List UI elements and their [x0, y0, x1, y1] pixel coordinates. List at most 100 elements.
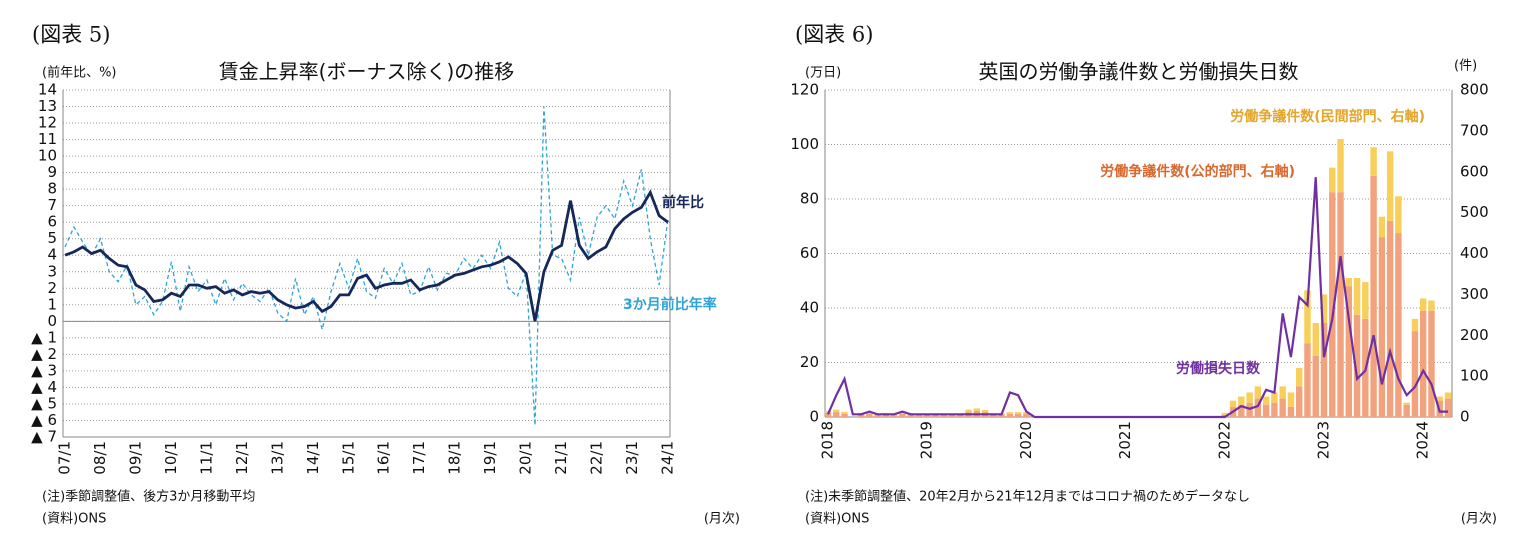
bar: [1229, 400, 1237, 407]
y-tick-label: ▲ 1: [31, 328, 57, 346]
bar: [866, 413, 873, 417]
y-tick-label: 0: [809, 408, 819, 426]
x-tick-label: 2018: [819, 421, 837, 459]
y2-tick-label: 400: [1460, 244, 1489, 262]
x-tick-label: 15/1: [339, 441, 357, 475]
x-tick-label: 2022: [1215, 421, 1233, 459]
y-tick-label: 100: [790, 135, 819, 153]
y2-tick-label: 300: [1460, 285, 1489, 303]
y-tick-label: 20: [800, 353, 819, 371]
bar: [1345, 278, 1352, 287]
bar: [1312, 322, 1319, 356]
y-tick-label: 80: [800, 190, 819, 208]
bar: [841, 413, 848, 417]
bar: [1436, 396, 1443, 401]
bar: [1279, 398, 1286, 417]
bar: [1337, 192, 1344, 417]
series-label: 労働争議件数(公的部門、右軸): [1100, 163, 1295, 180]
bar: [1254, 386, 1262, 399]
y-axis-label: (前年比、%): [42, 65, 117, 81]
note: (注)未季節調整値、20年2月から21年12月まではコロナ禍のためデータなし: [805, 489, 1250, 505]
bar: [1428, 310, 1435, 417]
y-tick-label: ▲ 4: [31, 378, 57, 396]
y-tick-label: 3: [47, 262, 57, 280]
bar: [932, 414, 939, 417]
y-tick-label: ▲ 2: [31, 345, 57, 363]
bar: [1378, 237, 1386, 417]
bar: [957, 414, 964, 417]
bar: [1023, 413, 1030, 417]
chart-title: 英国の労働争議件数と労働損失日数: [979, 60, 1299, 84]
bar: [1386, 220, 1394, 417]
bar: [857, 414, 865, 417]
bar: [915, 415, 923, 417]
bar: [1246, 392, 1253, 403]
bar: [1329, 192, 1336, 417]
bar: [1221, 412, 1228, 415]
y-tick-label: 12: [38, 114, 57, 132]
bar: [1271, 392, 1278, 403]
bar: [998, 414, 1005, 417]
y-axis-label: (万日): [805, 66, 841, 81]
series-label: 労働争議件数(民間部門、右軸): [1230, 108, 1425, 125]
y2-tick-label: 200: [1460, 326, 1489, 344]
bar: [1420, 298, 1427, 311]
bar: [973, 408, 980, 411]
y2-tick-label: 600: [1460, 162, 1489, 180]
bar: [866, 412, 873, 414]
bar: [1238, 404, 1245, 417]
bar: [1444, 392, 1452, 399]
bar: [1420, 310, 1427, 417]
x-axis-label: (月次): [704, 511, 740, 527]
bar: [1304, 290, 1311, 344]
bar: [990, 414, 997, 417]
bar: [965, 409, 972, 413]
bar: [1304, 343, 1311, 417]
line-series: [64, 106, 669, 426]
x-tick-label: 23/1: [623, 441, 641, 475]
x-tick-label: 14/1: [304, 441, 322, 475]
y2-tick-label: 0: [1460, 408, 1470, 426]
bar: [1370, 147, 1377, 176]
bar: [1006, 413, 1014, 417]
bar: [899, 413, 906, 417]
bar: [1395, 196, 1402, 234]
bar: [1287, 406, 1295, 417]
bar: [1006, 412, 1014, 414]
y-tick-label: 2: [47, 279, 57, 297]
x-tick-label: 21/1: [552, 441, 570, 475]
x-tick-label: 17/1: [410, 441, 428, 475]
y-tick-label: ▲ 6: [31, 411, 57, 429]
x-axis-label: (月次): [1461, 511, 1497, 527]
y-tick-label: 40: [800, 299, 819, 317]
y-tick-label: 7: [47, 196, 57, 214]
y2-tick-label: 700: [1460, 121, 1489, 139]
y-tick-label: 10: [38, 147, 57, 165]
bar: [1296, 386, 1303, 417]
bar: [1262, 396, 1270, 405]
y2-axis-label: (件): [1454, 59, 1477, 74]
bar: [1444, 398, 1452, 417]
x-tick-label: 09/1: [126, 441, 144, 475]
bar: [841, 412, 848, 414]
figure-label: (図表 6): [795, 23, 873, 47]
bar: [1337, 139, 1344, 193]
bar: [1411, 318, 1419, 332]
y-tick-label: 6: [47, 213, 57, 231]
y-tick-label: ▲ 7: [31, 428, 57, 446]
bar: [1362, 282, 1369, 319]
y-tick-label: 5: [47, 229, 57, 247]
figure-label: (図表 5): [32, 23, 110, 47]
bar: [1287, 392, 1295, 407]
y2-tick-label: 100: [1460, 367, 1489, 385]
bar: [1014, 412, 1022, 414]
x-tick-label: 11/1: [197, 441, 215, 475]
bar: [1312, 355, 1319, 417]
x-tick-label: 20/1: [517, 441, 535, 475]
line-series: [64, 189, 669, 322]
note: (資料)ONS: [805, 512, 869, 527]
series-label: 前年比: [662, 194, 704, 211]
x-tick-label: 22/1: [588, 441, 606, 475]
bar: [833, 412, 840, 417]
x-tick-label: 2023: [1315, 421, 1333, 459]
